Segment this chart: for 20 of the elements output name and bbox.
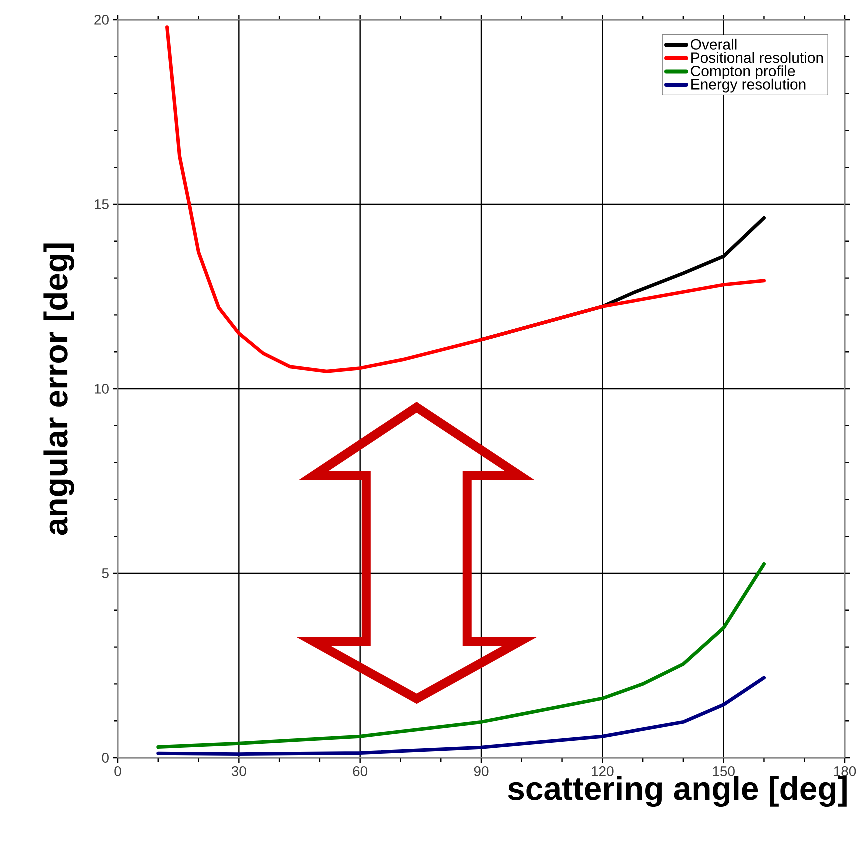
x-tick-label: 150 <box>713 766 735 776</box>
line-series <box>156 562 766 750</box>
y-tick-label: 15 <box>95 200 109 210</box>
x-tick-label: 180 <box>834 766 856 776</box>
x-tick-label: 60 <box>353 766 368 776</box>
line-series <box>156 676 766 756</box>
y-tick-label: 5 <box>102 568 109 578</box>
legend-label: Overall <box>691 38 737 50</box>
legend-label: Positional resolution <box>692 52 824 64</box>
y-tick-label: 0 <box>102 753 109 763</box>
y-axis-title: angular error [deg] <box>44 244 74 536</box>
x-tick-label: 30 <box>232 766 246 776</box>
legend-label: Compton profile <box>691 66 796 80</box>
y-tick-label: 20 <box>94 15 109 25</box>
legend-label: Energy resolution <box>692 78 806 93</box>
x-tick-label: 0 <box>114 766 122 776</box>
x-tick-label: 90 <box>474 766 489 776</box>
x-axis-title: scattering angle [deg] <box>508 776 847 808</box>
y-tick-label: 10 <box>95 384 109 394</box>
x-tick-label: 120 <box>592 766 614 776</box>
